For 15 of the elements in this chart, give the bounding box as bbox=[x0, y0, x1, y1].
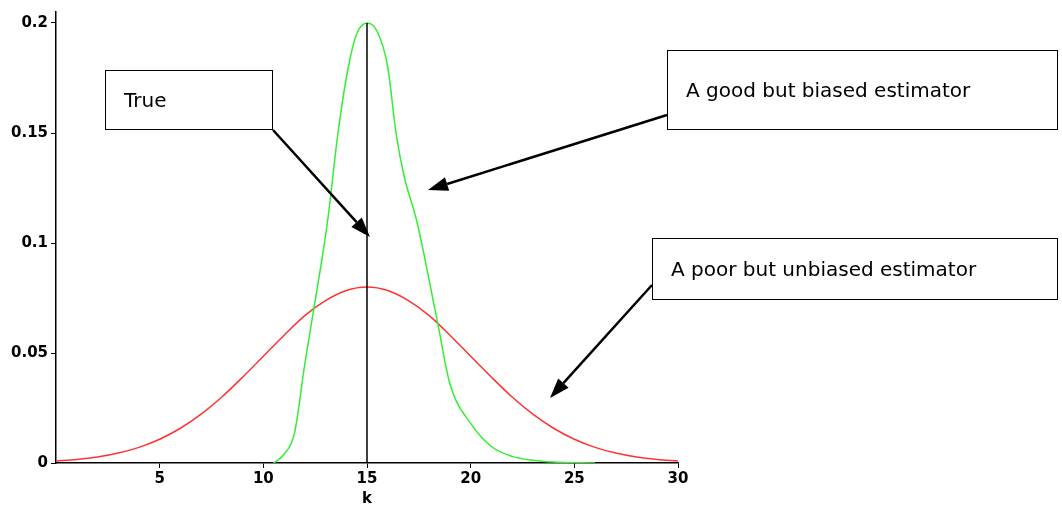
callout-box: A good but biased estimator bbox=[667, 50, 1058, 130]
x-tick-label: 15 bbox=[356, 468, 378, 487]
callout-box: True bbox=[105, 70, 273, 130]
x-tick-label: 25 bbox=[563, 468, 585, 487]
y-tick-label: 0.15 bbox=[10, 122, 49, 141]
x-tick-label: 5 bbox=[154, 468, 165, 487]
y-tick-label: 0 bbox=[37, 452, 49, 471]
y-tick-label: 0.05 bbox=[10, 342, 49, 361]
x-axis-title: k bbox=[362, 488, 374, 507]
callout-box: A poor but unbiased estimator bbox=[652, 238, 1058, 300]
x-tick-label: 20 bbox=[460, 468, 482, 487]
y-tick-label: 0.2 bbox=[21, 12, 49, 31]
y-tick-label: 0.1 bbox=[21, 232, 49, 251]
x-tick-label: 30 bbox=[667, 468, 689, 487]
x-tick-label: 10 bbox=[252, 468, 274, 487]
